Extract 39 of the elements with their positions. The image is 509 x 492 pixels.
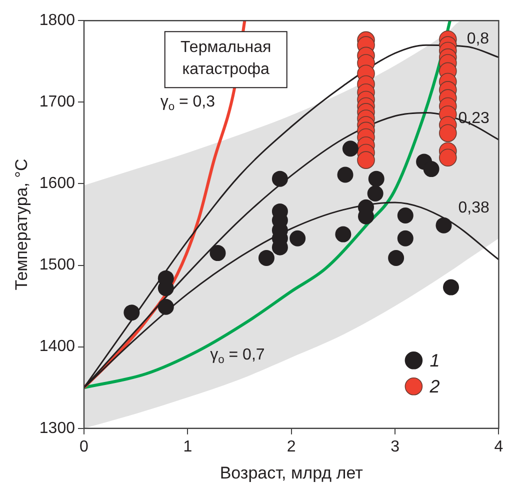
- annotation: 0,23: [458, 110, 490, 127]
- point: [368, 170, 384, 187]
- x-tick-label: 1: [183, 438, 192, 456]
- x-axis-title: Возраст, млрд лет: [220, 463, 364, 482]
- annotation: 0,8: [466, 30, 490, 48]
- point: [335, 226, 352, 242]
- y-tick-label: 1300: [39, 420, 76, 437]
- point: [290, 230, 306, 246]
- y-axis-title: Температура, °C: [12, 158, 31, 290]
- x-tick-label: 3: [390, 438, 400, 456]
- y-tick-label: 1700: [39, 94, 76, 111]
- point: [357, 151, 375, 169]
- y-tick-label: 1800: [39, 12, 76, 30]
- x-tick-label: 0: [80, 438, 89, 456]
- point: [272, 170, 288, 187]
- point: [436, 217, 452, 234]
- legend-label: 1: [430, 350, 440, 370]
- y-tick-label: 1600: [39, 175, 76, 192]
- point: [367, 186, 384, 202]
- annotation: Термальная катастрофа: [180, 39, 272, 78]
- point: [388, 250, 404, 266]
- x-tick-label: 4: [494, 438, 504, 456]
- y-tick-label: 1400: [39, 338, 76, 356]
- point: [439, 148, 457, 167]
- point: [397, 208, 414, 224]
- y-tick-label: 1500: [39, 256, 76, 274]
- legend-label: 2: [428, 376, 440, 396]
- point: [443, 279, 460, 296]
- x-tick-label: 2: [286, 438, 296, 456]
- point: [258, 250, 274, 266]
- point: [439, 124, 457, 142]
- point: [210, 245, 226, 262]
- point: [337, 166, 354, 183]
- point: [158, 298, 174, 315]
- point: [423, 161, 440, 178]
- point: [342, 140, 358, 157]
- point: [397, 230, 414, 246]
- point: [124, 304, 140, 321]
- annotation: 0,38: [458, 200, 490, 217]
